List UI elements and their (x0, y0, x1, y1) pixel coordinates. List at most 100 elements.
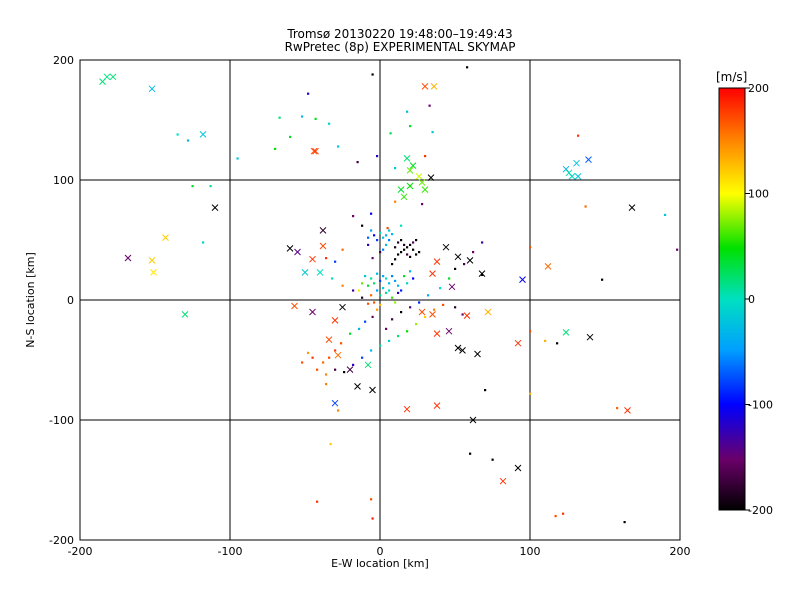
data-cross (286, 245, 294, 252)
data-point (406, 282, 409, 285)
colorbar-ticks: 200 100 0 -100 -200 (745, 82, 773, 517)
data-point (341, 284, 344, 287)
data-point (415, 323, 418, 326)
data-cross (454, 344, 462, 352)
data-cross (310, 147, 318, 155)
data-point (448, 277, 451, 280)
data-point (334, 260, 337, 263)
data-point (343, 371, 346, 374)
data-cross (585, 156, 592, 163)
data-cross (442, 243, 450, 251)
data-point (379, 344, 382, 347)
data-point (373, 282, 376, 285)
data-point (376, 289, 379, 292)
data-point (371, 257, 374, 260)
data-cross (403, 405, 411, 413)
data-point (325, 373, 328, 376)
data-point (412, 241, 415, 244)
data-point (556, 342, 559, 345)
data-point (415, 253, 418, 256)
data-point (386, 227, 389, 230)
data-point (358, 289, 361, 292)
data-cross (301, 269, 309, 276)
data-point (334, 349, 337, 352)
data-point (373, 234, 376, 237)
data-point (616, 407, 619, 410)
data-point (341, 248, 344, 251)
data-point (484, 389, 487, 392)
data-cross (469, 416, 477, 424)
data-cross (364, 361, 372, 369)
data-cross (433, 258, 441, 265)
data-point (397, 241, 400, 244)
data-point (379, 231, 382, 234)
data-point (379, 294, 382, 297)
data-cross (103, 73, 111, 81)
data-cross (309, 255, 316, 263)
data-point (370, 349, 373, 352)
data-cross (124, 254, 132, 262)
data-point (406, 253, 409, 256)
data-cross (316, 269, 324, 276)
colorbar-tick-label: 200 (748, 82, 769, 95)
data-point (412, 248, 415, 251)
data-point (562, 512, 565, 515)
data-point (394, 279, 397, 282)
data-cross (429, 270, 436, 277)
data-point (388, 282, 391, 285)
data-point (371, 315, 374, 318)
data-point (409, 270, 412, 273)
data-point (358, 327, 361, 330)
data-point (367, 302, 370, 305)
data-point (397, 335, 400, 338)
data-cross (331, 399, 339, 407)
data-point (329, 443, 332, 446)
data-point (376, 272, 379, 275)
data-point (385, 277, 388, 280)
data-cross (624, 407, 631, 414)
y-tick-label: 100 (53, 174, 74, 187)
data-point (409, 255, 412, 258)
data-cross (478, 270, 486, 277)
data-point (391, 318, 394, 321)
data-cross (562, 329, 570, 336)
data-cross (319, 242, 327, 250)
chart-title-line1: Tromsø 20130220 19:48:00–19:49:43 (287, 27, 513, 41)
data-point (340, 342, 343, 345)
data-cross (400, 193, 408, 201)
data-point (385, 243, 388, 246)
data-point (382, 275, 385, 278)
data-point (418, 301, 421, 304)
colorbar-tick-label: -100 (748, 399, 773, 412)
data-point (469, 452, 472, 455)
data-point (472, 251, 475, 254)
data-point (544, 339, 547, 342)
data-point (209, 185, 212, 188)
data-point (361, 282, 364, 285)
data-point (394, 301, 397, 304)
data-point (623, 521, 626, 524)
data-point (454, 267, 457, 270)
data-point (382, 287, 385, 290)
data-point (529, 392, 532, 395)
data-cross (406, 167, 414, 174)
data-cross (429, 311, 436, 318)
data-cross (459, 347, 466, 354)
data-cross (562, 165, 570, 173)
data-cross (421, 83, 429, 90)
data-point (376, 155, 379, 158)
data-point (391, 296, 394, 299)
data-cross (514, 464, 522, 472)
data-cross (430, 83, 438, 90)
data-marks (99, 66, 679, 524)
data-point (331, 277, 334, 280)
data-point (428, 104, 431, 107)
data-cross (346, 366, 354, 373)
y-tick-label: 0 (67, 294, 74, 307)
data-point (328, 122, 331, 125)
data-point (371, 517, 374, 520)
chart-title-line2: RwPretec (8p) EXPERIMENTAL SKYMAP (284, 40, 516, 54)
data-cross (339, 303, 346, 311)
data-point (491, 458, 494, 461)
data-cross (484, 308, 492, 316)
